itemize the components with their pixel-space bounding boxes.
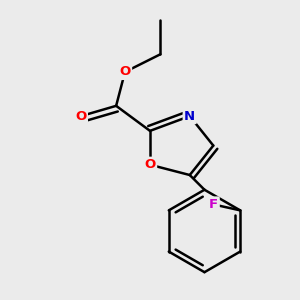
Text: O: O (75, 110, 86, 123)
Text: O: O (119, 65, 130, 79)
Text: N: N (184, 110, 195, 123)
Text: F: F (209, 198, 218, 211)
Text: O: O (144, 158, 156, 171)
